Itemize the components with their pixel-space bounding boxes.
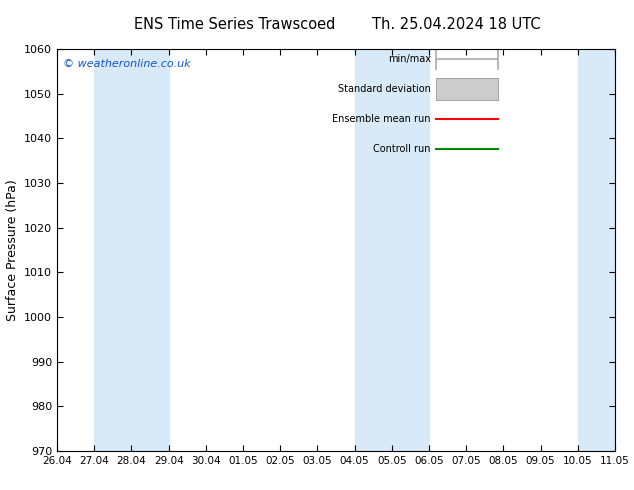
Bar bbox=[354, 49, 429, 451]
Text: © weatheronline.co.uk: © weatheronline.co.uk bbox=[63, 59, 190, 69]
Text: Th. 25.04.2024 18 UTC: Th. 25.04.2024 18 UTC bbox=[372, 17, 541, 32]
Y-axis label: Surface Pressure (hPa): Surface Pressure (hPa) bbox=[6, 179, 18, 321]
Text: Ensemble mean run: Ensemble mean run bbox=[332, 114, 431, 124]
Bar bbox=[436, 78, 498, 100]
Bar bbox=[94, 49, 169, 451]
Text: ENS Time Series Trawscoed: ENS Time Series Trawscoed bbox=[134, 17, 335, 32]
Text: Controll run: Controll run bbox=[373, 145, 431, 154]
Text: Standard deviation: Standard deviation bbox=[338, 84, 431, 94]
Text: min/max: min/max bbox=[388, 54, 431, 64]
Bar bbox=[578, 49, 615, 451]
